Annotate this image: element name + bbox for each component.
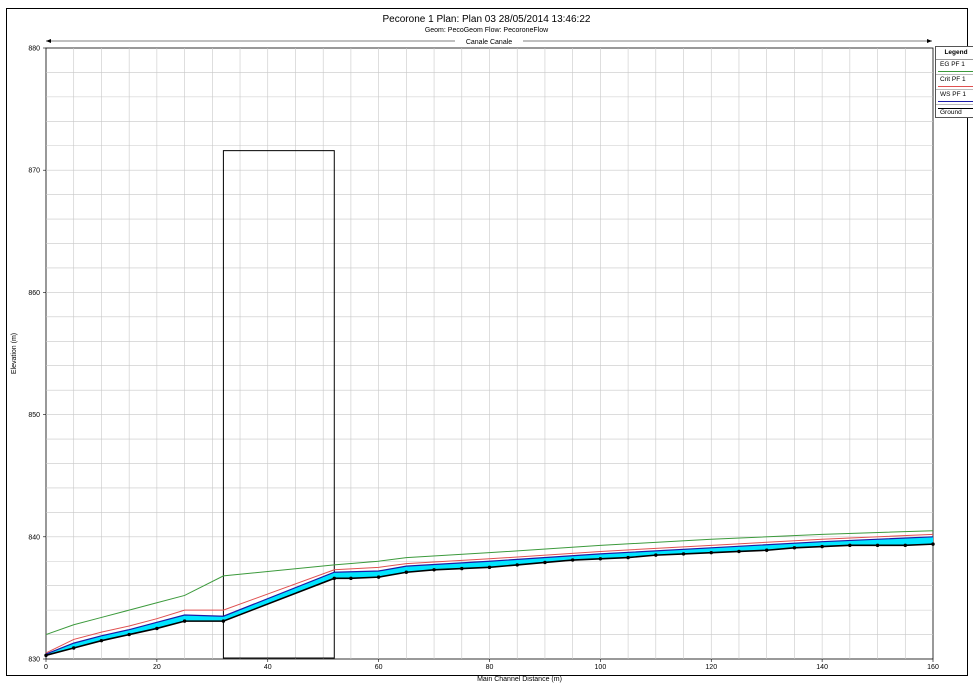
- reach-arrow-right: [927, 39, 932, 43]
- reach-arrow-left: [46, 39, 51, 43]
- chart-subtitle: Geom: PecoGeom Flow: PecoroneFlow: [424, 27, 549, 34]
- ground-point: [404, 570, 409, 574]
- legend-item-ground: Ground: [936, 105, 973, 119]
- ground-point: [72, 646, 76, 650]
- legend: Legend EG PF 1 Crit PF 1 WS PF 1 Ground: [935, 46, 973, 118]
- ground-point: [792, 546, 797, 550]
- ground-point: [709, 550, 713, 555]
- ground-point: [376, 575, 381, 579]
- ground-point: [654, 553, 658, 557]
- y-axis-label: Elevation (m): [11, 333, 18, 374]
- legend-swatch-ground: [938, 108, 973, 109]
- x-tick-label: 0: [44, 664, 48, 671]
- ground-point: [598, 557, 603, 561]
- y-tick-label: 860: [28, 290, 40, 297]
- x-tick-label: 160: [927, 664, 939, 671]
- ground-point: [487, 565, 492, 570]
- ground-point: [626, 555, 630, 560]
- reach-label: Canale Canale: [466, 39, 512, 46]
- ground-point: [127, 632, 131, 637]
- ground-point: [543, 560, 547, 565]
- reach-label-bg: [455, 36, 523, 46]
- structure-box: [222, 150, 335, 659]
- ground-point: [349, 576, 353, 581]
- y-tick-label: 880: [28, 46, 40, 53]
- ground-point: [182, 619, 187, 623]
- series-layer: [44, 150, 935, 659]
- ground-point: [570, 558, 575, 562]
- ground-point: [99, 638, 104, 643]
- ground-point: [155, 626, 159, 631]
- x-axis-label: Main Channel Distance (m): [477, 676, 562, 683]
- series-line-ws: [45, 536, 934, 655]
- ground-point: [931, 542, 935, 546]
- x-tick-label: 20: [153, 664, 161, 671]
- legend-swatch-eg: [938, 71, 973, 72]
- y-tick-label: 840: [28, 534, 40, 541]
- chart-title: Pecorone 1 Plan: Plan 03 28/05/2014 13:4…: [382, 14, 591, 25]
- x-tick-label: 80: [486, 664, 494, 671]
- x-tick-label: 40: [264, 664, 272, 671]
- ground-point: [460, 566, 464, 571]
- y-tick-label: 850: [28, 412, 40, 419]
- series-line-eg: [45, 530, 934, 636]
- legend-swatch-crit: [938, 86, 973, 87]
- ground-point: [875, 543, 880, 548]
- ground-point: [737, 549, 741, 554]
- ground-point: [848, 543, 852, 548]
- series-line-crit: [45, 533, 934, 654]
- legend-item-eg: EG PF 1: [936, 60, 973, 75]
- ground-point: [432, 568, 436, 572]
- legend-label-ground: Ground: [940, 109, 962, 116]
- legend-title: Legend: [936, 47, 973, 60]
- legend-label-ws: WS PF 1: [940, 91, 967, 98]
- ground-point: [332, 576, 336, 581]
- legend-label-crit: Crit PF 1: [940, 76, 966, 83]
- x-tick-label: 120: [705, 664, 717, 671]
- reach-indicator: Canale Canale: [46, 36, 932, 46]
- x-tick-label: 60: [375, 664, 383, 671]
- y-tick-label: 870: [28, 168, 40, 175]
- axis-layer: 0 20 40 60 80 100 120 140 160 830 840 850 860 870 880 M…: [11, 46, 939, 684]
- legend-label-eg: EG PF 1: [940, 61, 965, 68]
- x-tick-label: 140: [816, 664, 828, 671]
- x-tick-label: 100: [595, 664, 607, 671]
- series-line-ground: [45, 543, 934, 657]
- chart-frame: [6, 8, 968, 676]
- ground-point: [221, 619, 226, 623]
- ground-point: [515, 563, 519, 567]
- ground-point: [903, 543, 907, 548]
- y-tick-label: 830: [28, 657, 40, 664]
- legend-swatch-ws: [938, 101, 973, 102]
- ground-point: [44, 653, 48, 658]
- legend-item-crit: Crit PF 1: [936, 75, 973, 90]
- ground-point: [764, 548, 769, 552]
- legend-item-ws: WS PF 1: [936, 90, 973, 105]
- ground-point: [681, 552, 686, 556]
- ground-point: [820, 544, 824, 549]
